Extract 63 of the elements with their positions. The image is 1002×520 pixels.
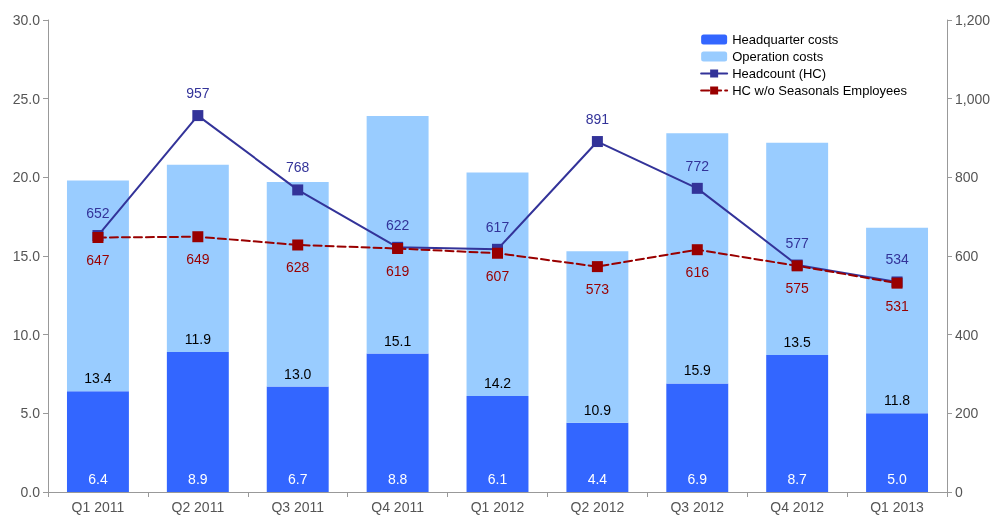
data-label: 616 (685, 264, 710, 281)
legend-label: Operation costs (732, 49, 824, 64)
data-label: 649 (186, 251, 210, 268)
data-label: 15.1 (383, 332, 412, 349)
data-label: 622 (385, 216, 410, 233)
data-label: 13.0 (284, 365, 312, 382)
data-label: 5.0 (887, 471, 907, 487)
y2-tick-label: 200 (955, 405, 979, 422)
y-tick-label: 0.0 (20, 484, 41, 500)
legend-label: HC w/o Seasonals Employees (732, 83, 908, 98)
data-label: 13.4 (84, 370, 112, 387)
data-label: 628 (286, 259, 310, 276)
y2-tick-label: 600 (955, 248, 979, 264)
data-label: 619 (385, 263, 410, 280)
y2-tick-label: 400 (955, 326, 979, 343)
data-label: 6.9 (687, 471, 708, 487)
x-tick-label: Q1 2011 (71, 499, 125, 515)
data-label: 607 (485, 267, 510, 284)
y-tick-label: 20.0 (12, 169, 41, 186)
data-label: 617 (485, 218, 510, 235)
x-tick-label: Q1 2012 (470, 499, 525, 515)
data-label: 13.5 (783, 334, 811, 351)
data-label: 8.8 (387, 471, 408, 487)
data-label: 575 (785, 280, 810, 297)
data-label: 8.7 (787, 471, 808, 487)
data-label: 10.9 (583, 401, 612, 418)
data-label: 6.4 (88, 471, 108, 487)
data-label: 15.9 (683, 362, 712, 379)
legend-label: Headcount (HC) (732, 66, 827, 81)
data-label: 4.4 (587, 471, 608, 487)
data-label: 11.8 (883, 392, 911, 409)
x-tick-label: Q4 2012 (770, 499, 825, 515)
y-tick-label: 25.0 (12, 90, 41, 107)
y-tick-label: 15.0 (12, 248, 41, 264)
data-label: 8.9 (188, 471, 208, 487)
data-label: 6.1 (487, 471, 508, 487)
data-label: 647 (86, 252, 110, 269)
data-label: 534 (885, 251, 909, 268)
legend-label: Headquarter costs (732, 32, 839, 47)
x-tick-label: Q3 2011 (271, 499, 325, 515)
y-tick-label: 5.0 (20, 405, 41, 422)
data-label: 6.7 (287, 471, 308, 487)
data-label: 11.9 (184, 330, 212, 347)
y2-tick-label: 800 (955, 169, 979, 186)
y2-tick-label: 1,200 (955, 12, 991, 28)
x-tick-label: Q2 2011 (171, 499, 225, 515)
x-tick-label: Q2 2012 (570, 499, 625, 515)
data-label: 957 (186, 85, 210, 102)
y-tick-label: 30.0 (12, 12, 41, 28)
data-label: 772 (685, 157, 710, 174)
data-label: 531 (885, 297, 909, 314)
data-label: 577 (785, 234, 810, 251)
x-tick-label: Q4 2011 (371, 499, 425, 515)
x-tick-label: Q1 2013 (870, 499, 925, 515)
y-tick-label: 10.0 (12, 326, 41, 343)
y2-tick-label: 1,000 (955, 90, 991, 107)
data-label: 14.2 (483, 375, 512, 392)
data-label: 652 (86, 205, 110, 222)
data-label: 768 (286, 159, 310, 176)
x-tick-label: Q3 2012 (670, 499, 725, 515)
y2-tick-label: 0 (955, 484, 963, 500)
data-label: 573 (585, 281, 610, 298)
data-label: 891 (585, 111, 610, 128)
